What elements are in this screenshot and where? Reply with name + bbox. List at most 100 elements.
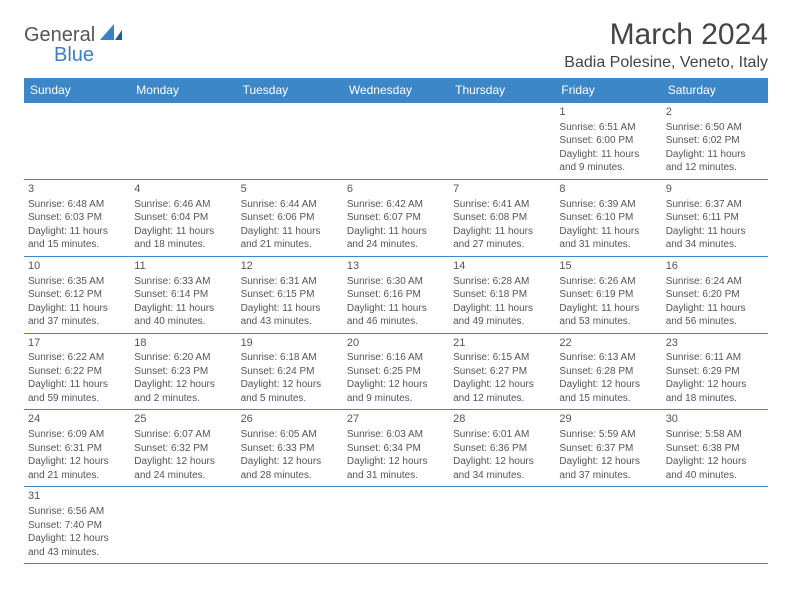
daylight-line-2: and 24 minutes. [347,238,445,252]
day-header-row: SundayMondayTuesdayWednesdayThursdayFrid… [24,78,768,103]
day-number: 24 [28,412,126,427]
sunrise-line: Sunrise: 6:50 AM [666,121,764,135]
day-number: 20 [347,336,445,351]
sunset-line: Sunset: 6:18 PM [453,288,551,302]
sunset-line: Sunset: 6:04 PM [134,211,232,225]
daylight-line-2: and 15 minutes. [559,392,657,406]
calendar-cell: 29Sunrise: 5:59 AMSunset: 6:37 PMDayligh… [555,410,661,487]
sunrise-line: Sunrise: 6:44 AM [241,198,339,212]
day-number: 10 [28,259,126,274]
sunrise-line: Sunrise: 5:59 AM [559,428,657,442]
daylight-line: Daylight: 12 hours [241,455,339,469]
day-number: 23 [666,336,764,351]
daylight-line-2: and 9 minutes. [559,161,657,175]
sunset-line: Sunset: 6:08 PM [453,211,551,225]
calendar-cell [343,103,449,180]
sunrise-line: Sunrise: 6:31 AM [241,275,339,289]
calendar-cell: 18Sunrise: 6:20 AMSunset: 6:23 PMDayligh… [130,333,236,410]
calendar-row: 10Sunrise: 6:35 AMSunset: 6:12 PM Dayligh… [24,256,768,333]
sunset-line: Sunset: 6:25 PM [347,365,445,379]
sunset-line: Sunset: 6:20 PM [666,288,764,302]
daylight-line-2: and 27 minutes. [453,238,551,252]
daylight-line-2: and 21 minutes. [241,238,339,252]
daylight-line-2: and 15 minutes. [28,238,126,252]
day-number: 7 [453,182,551,197]
calendar-row: 3Sunrise: 6:48 AMSunset: 6:03 PMDaylight… [24,179,768,256]
calendar-cell: 27Sunrise: 6:03 AMSunset: 6:34 PMDayligh… [343,410,449,487]
logo-sail-icon [100,24,122,47]
sunrise-line: Sunrise: 6:46 AM [134,198,232,212]
calendar-cell: 13Sunrise: 6:30 AMSunset: 6:16 PMDayligh… [343,256,449,333]
day-number: 31 [28,489,126,504]
day-header: Monday [130,78,236,103]
calendar-table: SundayMondayTuesdayWednesdayThursdayFrid… [24,78,768,564]
sunrise-line: Sunrise: 6:37 AM [666,198,764,212]
calendar-cell: 24Sunrise: 6:09 AMSunset: 6:31 PMDayligh… [24,410,130,487]
day-number: 14 [453,259,551,274]
daylight-line: Daylight: 12 hours [666,455,764,469]
calendar-cell: 16Sunrise: 6:24 AMSunset: 6:20 PMDayligh… [662,256,768,333]
calendar-cell: 22Sunrise: 6:13 AMSunset: 6:28 PMDayligh… [555,333,661,410]
sunset-line: Sunset: 6:00 PM [559,134,657,148]
sunset-line: Sunset: 6:32 PM [134,442,232,456]
calendar-cell: 31Sunrise: 6:56 AMSunset: 7:40 PMDayligh… [24,487,130,564]
day-number: 3 [28,182,126,197]
day-number: 1 [559,105,657,120]
sunrise-line: Sunrise: 6:07 AM [134,428,232,442]
daylight-line: Daylight: 12 hours [666,378,764,392]
calendar-cell [24,103,130,180]
daylight-line: Daylight: 12 hours [28,455,126,469]
calendar-cell: 11Sunrise: 6:33 AMSunset: 6:14 PMDayligh… [130,256,236,333]
day-number: 16 [666,259,764,274]
calendar-cell: 10Sunrise: 6:35 AMSunset: 6:12 PMDayligh… [24,256,130,333]
sunset-line: Sunset: 6:16 PM [347,288,445,302]
sunset-line: Sunset: 6:12 PM [28,288,126,302]
daylight-line-2: and 24 minutes. [134,469,232,483]
daylight-line: Daylight: 11 hours [28,225,126,239]
sunrise-line: Sunrise: 6:16 AM [347,351,445,365]
sunrise-line: Sunrise: 6:42 AM [347,198,445,212]
calendar-cell: 12Sunrise: 6:31 AMSunset: 6:15 PMDayligh… [237,256,343,333]
day-number: 18 [134,336,232,351]
sunset-line: Sunset: 6:37 PM [559,442,657,456]
sunset-line: Sunset: 6:15 PM [241,288,339,302]
calendar-cell [237,103,343,180]
day-number: 13 [347,259,445,274]
daylight-line: Daylight: 11 hours [559,302,657,316]
sunrise-line: Sunrise: 6:35 AM [28,275,126,289]
daylight-line: Daylight: 11 hours [347,225,445,239]
sunset-line: Sunset: 6:22 PM [28,365,126,379]
daylight-line-2: and 21 minutes. [28,469,126,483]
daylight-line: Daylight: 12 hours [453,455,551,469]
daylight-line: Daylight: 11 hours [134,302,232,316]
daylight-line-2: and 40 minutes. [134,315,232,329]
sunset-line: Sunset: 6:10 PM [559,211,657,225]
daylight-line: Daylight: 12 hours [453,378,551,392]
daylight-line: Daylight: 12 hours [559,378,657,392]
daylight-line: Daylight: 11 hours [453,225,551,239]
sunset-line: Sunset: 6:38 PM [666,442,764,456]
daylight-line: Daylight: 12 hours [347,455,445,469]
sunrise-line: Sunrise: 6:28 AM [453,275,551,289]
calendar-cell: 28Sunrise: 6:01 AMSunset: 6:36 PMDayligh… [449,410,555,487]
sunset-line: Sunset: 6:19 PM [559,288,657,302]
daylight-line-2: and 31 minutes. [559,238,657,252]
header: General March 2024 Badia Polesine, Venet… [24,18,768,72]
calendar-cell: 6Sunrise: 6:42 AMSunset: 6:07 PMDaylight… [343,179,449,256]
calendar-cell: 15Sunrise: 6:26 AMSunset: 6:19 PMDayligh… [555,256,661,333]
day-header: Wednesday [343,78,449,103]
calendar-cell [130,103,236,180]
day-number: 19 [241,336,339,351]
day-number: 28 [453,412,551,427]
sunset-line: Sunset: 6:28 PM [559,365,657,379]
sunrise-line: Sunrise: 6:15 AM [453,351,551,365]
daylight-line-2: and 12 minutes. [666,161,764,175]
daylight-line-2: and 46 minutes. [347,315,445,329]
daylight-line: Daylight: 11 hours [559,148,657,162]
day-number: 25 [134,412,232,427]
sunrise-line: Sunrise: 6:48 AM [28,198,126,212]
sunrise-line: Sunrise: 6:09 AM [28,428,126,442]
calendar-cell: 2Sunrise: 6:50 AMSunset: 6:02 PMDaylight… [662,103,768,180]
sunrise-line: Sunrise: 6:13 AM [559,351,657,365]
sunrise-line: Sunrise: 6:26 AM [559,275,657,289]
